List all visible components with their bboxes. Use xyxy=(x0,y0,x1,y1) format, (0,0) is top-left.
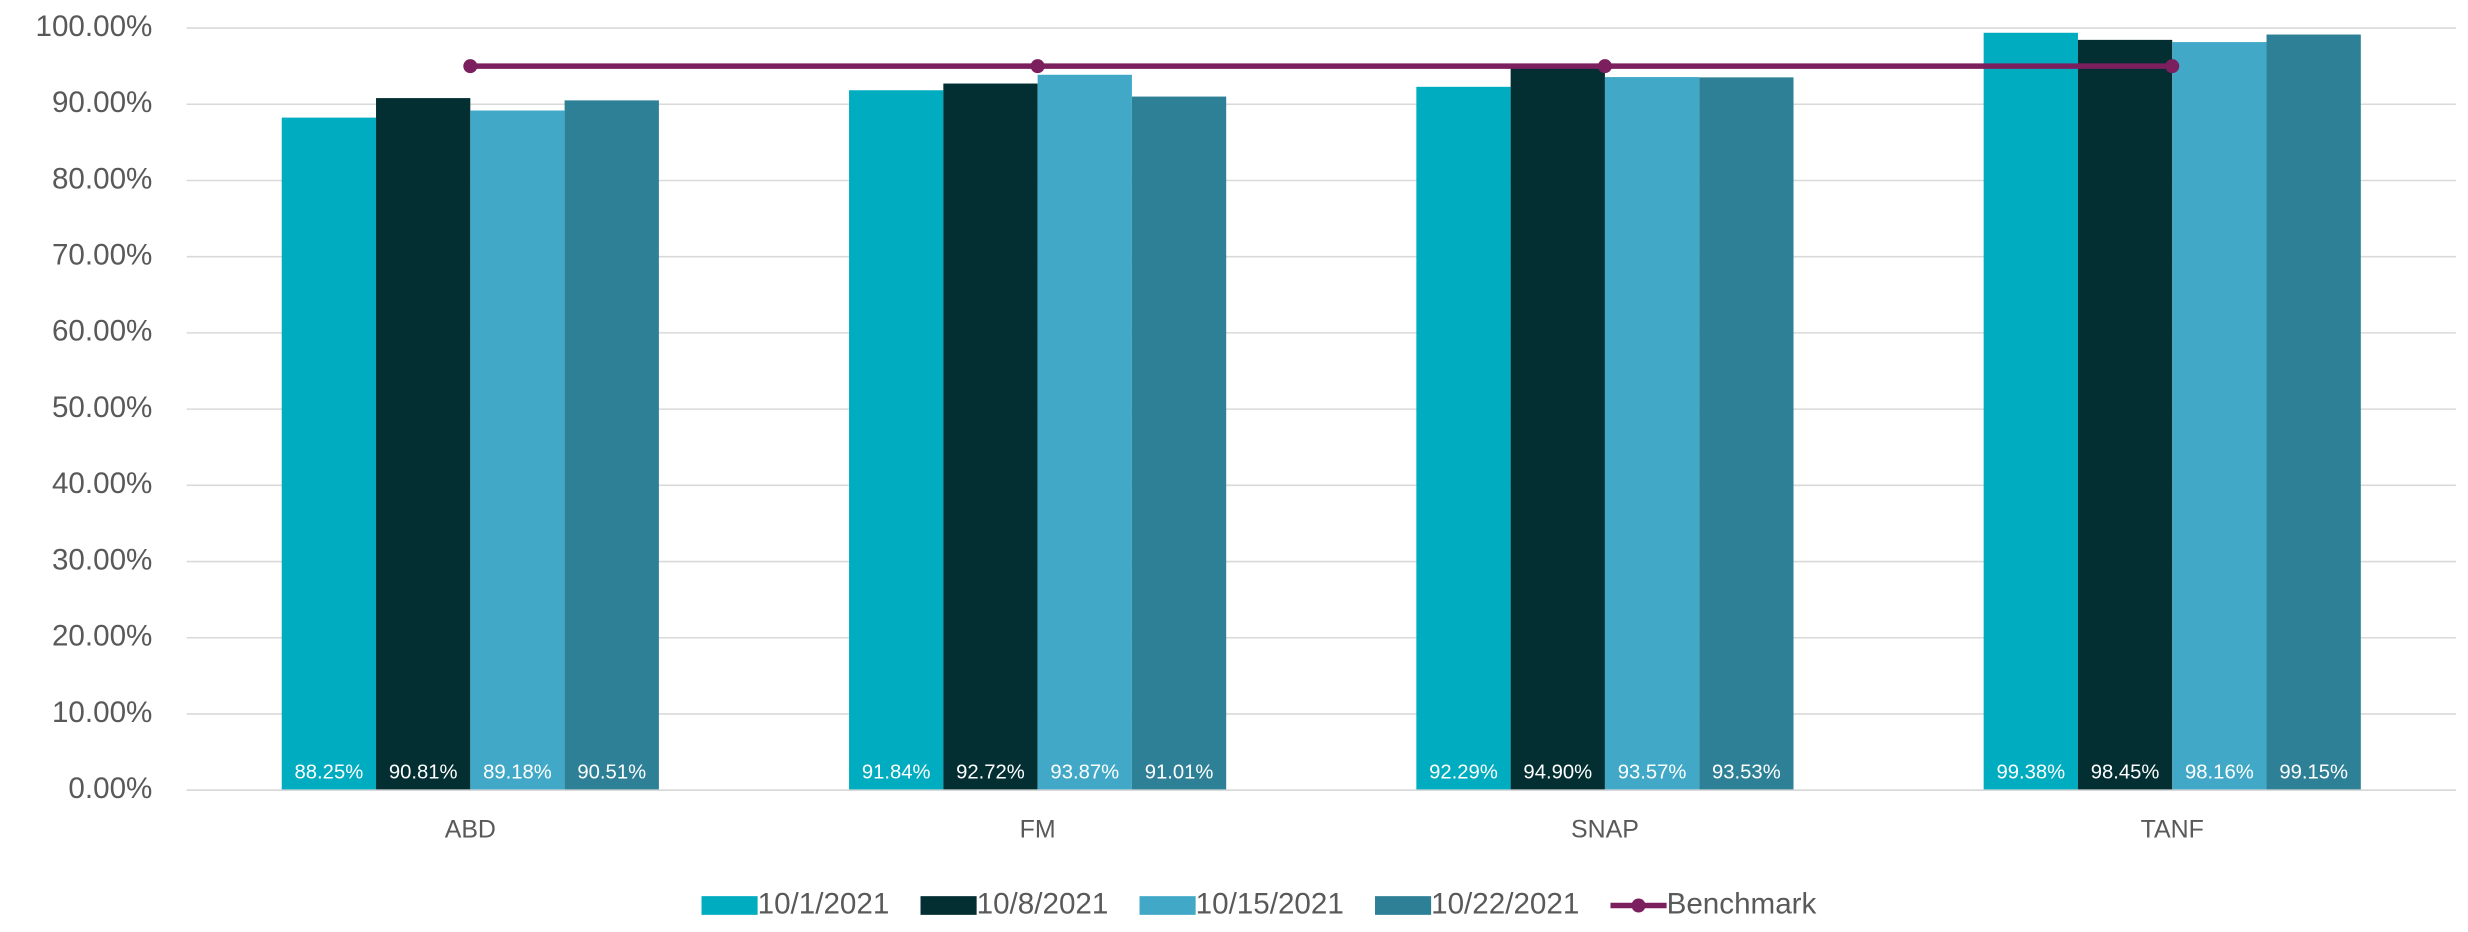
legend-label: 10/15/2021 xyxy=(1196,887,1344,920)
benchmark-marker xyxy=(1597,59,1612,74)
data-label: 99.38% xyxy=(1996,761,2065,783)
bar xyxy=(2077,39,2173,791)
legend: 10/1/2021 10/8/2021 10/15/2021 10/22/2021 Be… xyxy=(701,887,1817,920)
data-label: 92.29% xyxy=(1429,761,1498,783)
benchmark-marker xyxy=(2165,59,2180,74)
legend-label: 10/1/2021 xyxy=(758,887,890,920)
legend-swatch xyxy=(1610,898,1667,913)
data-label: 89.18% xyxy=(483,761,552,783)
benchmark-marker xyxy=(463,59,478,74)
y-tick-label: 20.00% xyxy=(52,620,152,653)
y-tick-label: 60.00% xyxy=(52,315,152,348)
data-label: 90.81% xyxy=(389,761,458,783)
x-tick-label: FM xyxy=(1020,815,1056,843)
data-label: 92.72% xyxy=(956,761,1025,783)
y-tick-label: 40.00% xyxy=(52,467,152,500)
y-tick-label: 30.00% xyxy=(52,543,152,576)
bar xyxy=(1983,32,2078,791)
data-label: 93.53% xyxy=(1712,761,1781,783)
bar xyxy=(1416,86,1511,791)
data-label: 90.51% xyxy=(577,761,646,783)
y-tick-label: 10.00% xyxy=(52,696,152,729)
bar xyxy=(470,110,565,791)
legend-swatch xyxy=(920,896,977,915)
bar xyxy=(1604,77,1700,791)
bar xyxy=(1037,74,1132,791)
y-tick-label: 100.00% xyxy=(35,10,152,43)
x-tick-label: ABD xyxy=(445,815,496,843)
legend-swatch xyxy=(701,896,758,915)
data-label: 94.90% xyxy=(1523,761,1592,783)
x-tick-label: TANF xyxy=(2141,815,2204,843)
data-label: 93.57% xyxy=(1618,761,1687,783)
x-tick-label: SNAP xyxy=(1571,815,1639,843)
y-tick-label: 90.00% xyxy=(52,86,152,119)
bar xyxy=(1699,77,1794,791)
data-label: 99.15% xyxy=(2279,761,2348,783)
legend-label: Benchmark xyxy=(1667,887,1817,920)
bar xyxy=(376,98,471,791)
bar xyxy=(849,90,944,791)
legend-label: 10/8/2021 xyxy=(977,887,1109,920)
y-tick-label: 50.00% xyxy=(52,391,152,424)
data-label: 88.25% xyxy=(295,761,364,783)
data-label: 91.84% xyxy=(862,761,931,783)
bar xyxy=(943,83,1038,791)
data-label: 98.16% xyxy=(2185,761,2254,783)
data-label: 91.01% xyxy=(1145,761,1214,783)
legend-swatch xyxy=(1139,896,1196,915)
legend-label: 10/22/2021 xyxy=(1431,887,1579,920)
y-tick-label: 80.00% xyxy=(52,162,152,195)
bar xyxy=(1131,96,1227,791)
bar xyxy=(564,100,659,791)
y-tick-label: 0.00% xyxy=(68,772,152,805)
legend-marker xyxy=(1631,898,1646,913)
bar xyxy=(2172,42,2267,791)
benchmark-marker xyxy=(1030,59,1045,74)
data-label: 98.45% xyxy=(2091,761,2160,783)
bar xyxy=(2266,34,2361,791)
bar xyxy=(281,117,377,791)
bar xyxy=(1510,66,1605,791)
y-tick-label: 70.00% xyxy=(52,239,152,272)
legend-swatch xyxy=(1375,896,1432,915)
data-label: 93.87% xyxy=(1050,761,1119,783)
